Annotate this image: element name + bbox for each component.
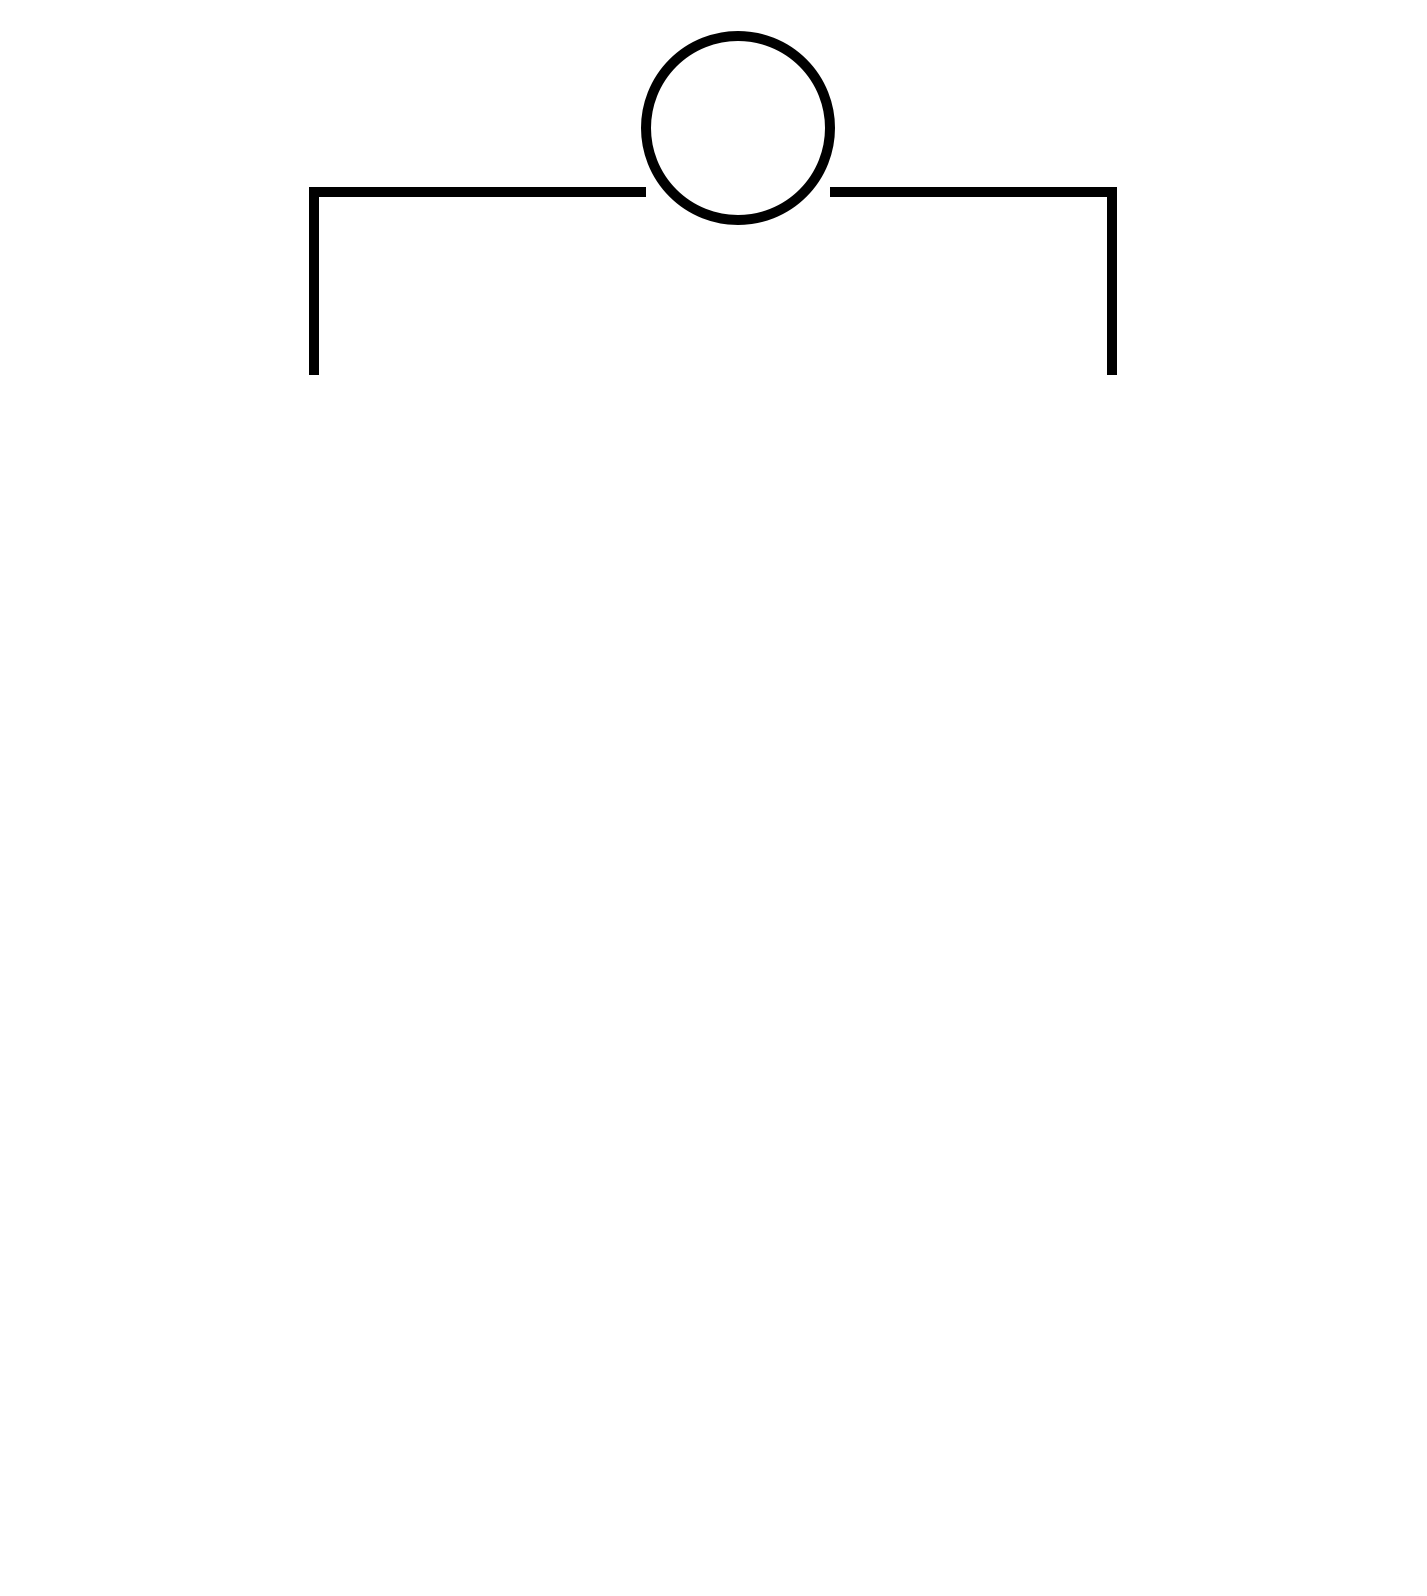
voltmeter-circle [646,36,830,220]
canvas-bg [0,0,1427,1596]
